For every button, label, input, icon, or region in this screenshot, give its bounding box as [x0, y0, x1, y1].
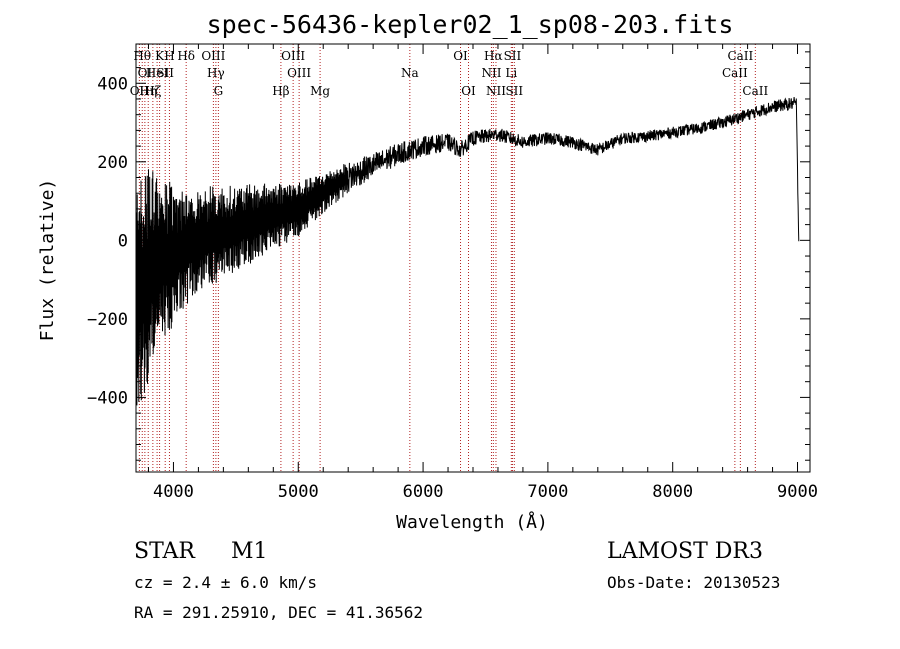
y-tick-label: 0	[118, 231, 128, 251]
spectral-line-label: CaII	[722, 66, 748, 80]
survey-name: LAMOST DR3	[607, 539, 763, 564]
coordinates-text: RA = 291.25910, DEC = 41.36562	[134, 603, 423, 622]
spectral-line-label: CaII	[742, 84, 768, 98]
spectral-line-label: OI	[461, 84, 476, 98]
spectral-line-label: Hη	[139, 84, 157, 98]
x-tick-label: 9000	[777, 482, 818, 502]
object-class: STAR M1	[134, 539, 268, 564]
spectral-line-label: OI	[138, 66, 153, 80]
spectral-line-label: Hθ	[133, 49, 151, 63]
object-type: STAR	[134, 539, 195, 564]
y-axis-label: Flux (relative)	[37, 179, 58, 342]
spectral-line-label: G	[214, 84, 224, 98]
x-tick-label: 6000	[403, 482, 444, 502]
y-tick-label: 400	[97, 74, 128, 94]
axis-ticks: 4000 5000 6000 7000 8000 9000 −400 −200 0 200 400	[87, 44, 818, 502]
object-subclass: M1	[231, 539, 268, 564]
x-tick-label: 5000	[278, 482, 319, 502]
x-axis-label: Wavelength (Å)	[396, 511, 548, 533]
x-tick-label: 8000	[652, 482, 693, 502]
spectral-line-label: OIII	[287, 66, 311, 80]
spectral-line-label: K	[155, 49, 165, 63]
spectral-line-label: CaII	[727, 49, 753, 63]
spectral-line-label: NII	[486, 84, 506, 98]
obs-date: Obs-Date: 20130523	[607, 573, 781, 592]
spectral-line-label: H	[164, 49, 174, 63]
spectral-line-label: SII	[505, 84, 523, 98]
spectral-line-label: HeI	[146, 66, 169, 80]
spectral-line-label: Mg	[310, 84, 330, 98]
spectral-line-label: OI	[453, 49, 468, 63]
spectral-line-label: SII	[156, 66, 174, 80]
spectral-line-label: SII	[504, 49, 522, 63]
spectral-line-label: OIII	[281, 49, 305, 63]
spectral-line-label: NII	[481, 66, 501, 80]
x-tick-label: 7000	[527, 482, 568, 502]
chart-title: spec-56436-kepler02_1_sp08-203.fits	[207, 10, 734, 39]
y-tick-label: −200	[87, 310, 128, 330]
spectral-line-label: OII	[130, 84, 150, 98]
spectral-line-label: Hζ	[144, 84, 161, 98]
spectral-line-label: Hβ	[272, 84, 289, 98]
x-tick-label: 4000	[153, 482, 194, 502]
spectral-line-label: Na	[401, 66, 419, 80]
redshift-text: cz = 2.4 ± 6.0 km/s	[134, 573, 318, 592]
spectral-line-label: Hα	[484, 49, 503, 63]
flux-series-line	[135, 97, 800, 406]
y-tick-label: −400	[87, 388, 128, 408]
spectral-line-label: Li	[505, 66, 517, 80]
y-tick-label: 200	[97, 153, 128, 173]
spectral-line-label: Hδ	[177, 49, 195, 63]
spectral-line-label: OIII	[201, 49, 225, 63]
spectral-line-label: Hγ	[207, 66, 225, 80]
